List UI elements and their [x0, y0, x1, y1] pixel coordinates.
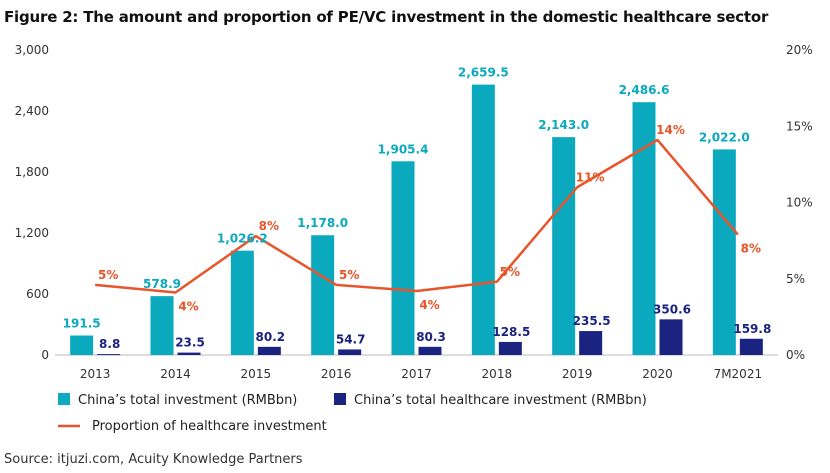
- combo-chart: 0 600 1,200 1,800 2,400 3,000 0% 5% 10% 15% 20% 201…: [15, 43, 813, 434]
- total-investment-bar: [632, 102, 656, 355]
- proportion-data-label: 11%: [576, 170, 605, 184]
- healthcare-investment-bar: [177, 352, 201, 355]
- healthcare-investment-data-label: 159.8: [733, 322, 771, 336]
- total-investment-bar: [230, 250, 254, 355]
- proportion-line: [95, 138, 739, 294]
- healthcare-investment-data-label: 128.5: [492, 325, 530, 339]
- x-tick-label: 2014: [160, 367, 191, 381]
- total-investment-data-label: 1,905.4: [378, 142, 429, 156]
- y-right-tick-label: 10%: [786, 196, 813, 210]
- x-tick-label: 7M2021: [714, 367, 763, 381]
- x-tick-label: 2017: [401, 367, 432, 381]
- healthcare-investment-data-label: 235.5: [573, 314, 611, 328]
- y-right-tick-label: 20%: [786, 43, 813, 57]
- proportion-data-label: 4%: [419, 298, 439, 312]
- total-investment-bar: [311, 235, 335, 355]
- healthcare-investment-bar: [739, 338, 763, 355]
- proportion-data-label: 5%: [339, 268, 359, 282]
- legend-swatch-total: [58, 393, 70, 405]
- x-tick-label: 2013: [80, 367, 111, 381]
- legend-label-proportion: Proportion of healthcare investment: [92, 419, 327, 434]
- healthcare-investment-data-label: 350.6: [653, 302, 691, 316]
- proportion-data-label: 5%: [98, 268, 118, 282]
- legend-swatch-healthcare: [334, 393, 346, 405]
- healthcare-investment-bar: [338, 349, 362, 355]
- healthcare-investment-data-label: 23.5: [175, 336, 205, 350]
- total-investment-bar: [712, 149, 736, 355]
- total-investment-data-label: 2,143.0: [538, 118, 589, 132]
- y-left-tick-label: 3,000: [15, 43, 49, 57]
- healthcare-investment-bar: [257, 346, 281, 355]
- proportion-data-label: 5%: [500, 265, 520, 279]
- x-tick-label: 2016: [321, 367, 352, 381]
- healthcare-investment-data-label: 80.2: [256, 330, 286, 344]
- healthcare-investment-data-label: 80.3: [416, 330, 446, 344]
- total-investment-data-label: 578.9: [143, 277, 181, 291]
- healthcare-investment-data-label: 8.8: [99, 337, 120, 351]
- healthcare-investment-data-label: 54.7: [336, 332, 366, 346]
- total-investment-bar: [70, 335, 94, 355]
- y-left-tick-label: 600: [26, 287, 49, 301]
- healthcare-investment-bar: [498, 341, 522, 355]
- total-investment-data-label: 1,026.2: [217, 232, 268, 246]
- total-investment-data-label: 1,178.0: [297, 216, 348, 230]
- x-tick-label: 2020: [642, 367, 673, 381]
- y-left-tick-label: 1,200: [15, 226, 49, 240]
- healthcare-investment-bar: [659, 319, 683, 355]
- total-investment-data-label: 2,659.5: [458, 66, 509, 80]
- healthcare-investment-bar: [418, 346, 442, 355]
- x-tick-label: 2019: [562, 367, 593, 381]
- total-investment-bar: [150, 296, 174, 355]
- total-investment-data-label: 2,022.0: [699, 130, 750, 144]
- proportion-data-label: 14%: [656, 123, 685, 137]
- total-investment-bar: [391, 161, 415, 355]
- x-tick-label: 2018: [482, 367, 513, 381]
- y-right-tick-label: 5%: [786, 272, 805, 286]
- y-left-tick-label: 2,400: [15, 104, 49, 118]
- y-right-tick-label: 15%: [786, 119, 813, 133]
- source-note: Source: itjuzi.com, Acuity Knowledge Par…: [4, 452, 303, 467]
- legend-label-healthcare: China’s total healthcare investment (RMB…: [354, 393, 647, 408]
- healthcare-investment-bar: [97, 354, 121, 356]
- proportion-data-label: 8%: [741, 242, 761, 256]
- x-tick-label: 2015: [241, 367, 272, 381]
- total-investment-bar: [552, 137, 576, 355]
- proportion-data-label: 8%: [259, 219, 279, 233]
- y-right-tick-label: 0%: [786, 348, 805, 362]
- proportion-data-label: 4%: [178, 299, 198, 313]
- total-investment-data-label: 2,486.6: [619, 83, 670, 97]
- total-investment-bar: [471, 84, 495, 356]
- y-left-tick-label: 0: [41, 348, 49, 362]
- legend-label-total: China’s total investment (RMBbn): [78, 393, 297, 408]
- chart-title: Figure 2: The amount and proportion of P…: [4, 8, 769, 26]
- total-investment-data-label: 191.5: [63, 317, 101, 331]
- healthcare-investment-bar: [579, 331, 603, 355]
- y-left-tick-label: 1,800: [15, 165, 49, 179]
